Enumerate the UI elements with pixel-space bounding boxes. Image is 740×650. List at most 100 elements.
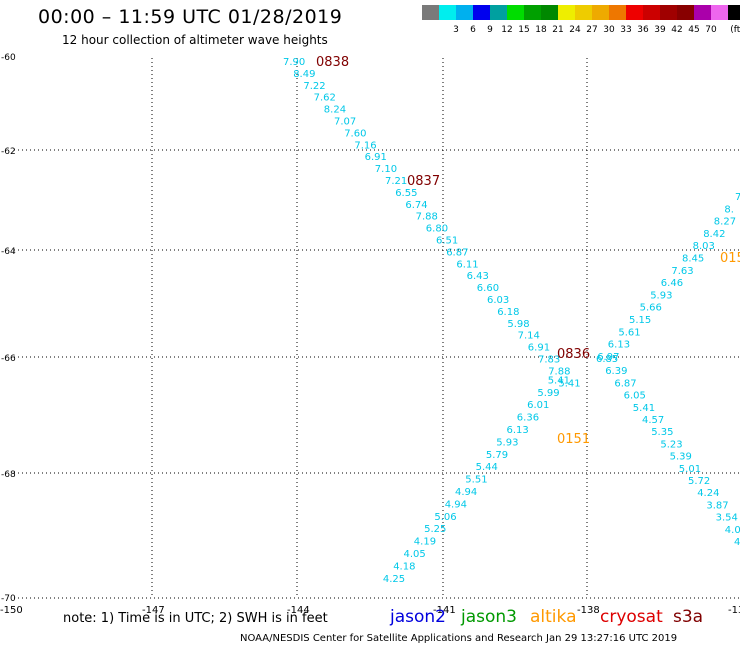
wave-height-value: 5.25 — [424, 524, 446, 535]
wave-height-value: 6.01 — [527, 400, 549, 411]
wave-height-value: 6.91 — [365, 152, 387, 163]
wave-height-value: 4.24 — [697, 488, 719, 499]
lat-label: -60 — [1, 53, 16, 63]
legend-swatch — [541, 5, 558, 20]
legend-tick-label: 36 — [637, 25, 649, 35]
legend-tick-label: 27 — [586, 25, 598, 35]
legend-swatch — [558, 5, 575, 20]
legend-swatch — [711, 5, 728, 20]
wave-height-value: 7.14 — [518, 331, 540, 342]
legend-tick-label: 12 — [501, 25, 513, 35]
satellite-label-jason3: jason3 — [461, 607, 517, 627]
wave-height-value: 5.51 — [465, 475, 487, 486]
wave-height-value: 5.41 — [548, 375, 570, 386]
legend-unit: (ft) — [730, 25, 740, 35]
pass-time-label: 015 — [720, 251, 740, 266]
lon-label: -141 — [433, 605, 456, 616]
wave-height-value: 5.41 — [633, 403, 655, 414]
wave-height-value: 6.18 — [497, 307, 519, 318]
wave-height-value: 6.13 — [608, 340, 630, 351]
legend-tick-label: 39 — [654, 25, 666, 35]
wave-height-value: 6.60 — [477, 283, 499, 294]
wave-height-value: 7 — [735, 192, 740, 203]
wave-height-value: 8.27 — [714, 217, 736, 228]
legend-swatch — [473, 5, 490, 20]
legend-swatch — [456, 5, 473, 20]
wave-height-value: 4.94 — [455, 487, 477, 498]
legend-swatch — [439, 5, 456, 20]
wave-height-value: 5.72 — [688, 476, 710, 487]
legend-tick-label: 21 — [552, 25, 564, 35]
wave-height-value: 5.61 — [618, 327, 640, 338]
legend-tick-label: 9 — [487, 25, 493, 35]
wave-height-value: 7.07 — [334, 117, 356, 128]
wave-height-value: 8.03 — [693, 241, 715, 252]
wave-height-value: 6.74 — [405, 200, 427, 211]
wave-height-value: 7.21 — [385, 176, 407, 187]
wave-height-value: 4.05 — [725, 525, 740, 536]
wave-height-value: 7.62 — [314, 93, 336, 104]
pass-time-label: 0838 — [316, 55, 349, 70]
wave-height-value: 5.06 — [434, 512, 456, 523]
lat-label: -68 — [1, 470, 16, 480]
lon-label: -138 — [577, 605, 600, 616]
wave-height-value: 5.44 — [476, 462, 498, 473]
legend-tick-label: 45 — [688, 25, 700, 35]
wave-height-value: 5.15 — [629, 315, 651, 326]
legend-swatch — [524, 5, 541, 20]
legend-tick-label: 15 — [518, 25, 530, 35]
wave-height-value: 8.24 — [324, 105, 346, 116]
lat-label: -64 — [1, 247, 16, 257]
legend-tick-label: 24 — [569, 25, 581, 35]
wave-height-value: 4.25 — [383, 574, 405, 585]
lat-label: -66 — [1, 354, 16, 364]
wave-height-value: 6.51 — [436, 236, 458, 247]
wave-height-value: 8.49 — [293, 69, 315, 80]
legend-swatch — [490, 5, 507, 20]
wave-height-value: 6.11 — [456, 259, 478, 270]
wave-height-value: 8.45 — [682, 254, 704, 265]
pass-time-label: 0837 — [407, 174, 440, 189]
legend-swatch — [694, 5, 711, 20]
legend-swatch — [728, 5, 740, 20]
legend-swatch — [643, 5, 660, 20]
lon-label: -147 — [142, 605, 165, 616]
wave-height-value: 5.41 — [558, 378, 580, 389]
wave-height-value: 6.46 — [661, 278, 683, 289]
wave-height-value: 7.90 — [283, 57, 305, 68]
wave-height-value: 5.93 — [496, 437, 518, 448]
wave-height-value: 4.19 — [414, 537, 436, 548]
legend-swatch — [592, 5, 609, 20]
lon-label: -150 — [0, 605, 23, 616]
footer-note: note: 1) Time is in UTC; 2) SWH is in fe… — [63, 611, 328, 626]
wave-height-value: 5.99 — [537, 388, 559, 399]
wave-height-value: 6.87 — [614, 378, 636, 389]
wave-height-value: 7.83 — [538, 355, 560, 366]
legend-tick-label: 42 — [671, 25, 683, 35]
wave-height-value: 7.60 — [344, 128, 366, 139]
legend-swatch — [660, 5, 677, 20]
wave-height-value: 6.39 — [605, 366, 627, 377]
wave-height-value: 5.01 — [679, 464, 701, 475]
wave-height-value: 7.22 — [303, 81, 325, 92]
wave-height-value: 3.54 — [716, 513, 738, 524]
legend-swatch — [422, 5, 439, 20]
lon-label: -13 — [728, 605, 740, 616]
legend-tick-label: 30 — [603, 25, 615, 35]
wave-height-value: 6.36 — [517, 413, 539, 424]
wave-height-value: 6.85 — [596, 354, 618, 365]
wave-height-value: 4.18 — [393, 561, 415, 572]
wave-height-value: 5.66 — [640, 303, 662, 314]
wave-height-value: 7.16 — [354, 140, 376, 151]
wave-height-value: 5.98 — [507, 319, 529, 330]
wave-height-value: 8.42 — [703, 229, 725, 240]
satellite-label-altika: altika — [530, 607, 577, 627]
satellite-label-jason2: jason2 — [390, 607, 446, 627]
legend-swatch — [677, 5, 694, 20]
map-title: 00:00 – 11:59 UTC 01/28/2019 — [38, 6, 343, 28]
wave-height-value: 5.23 — [660, 439, 682, 450]
wave-height-value: 5.35 — [651, 427, 673, 438]
wave-height-value: 7.88 — [416, 212, 438, 223]
legend-tick-label: 18 — [535, 25, 547, 35]
